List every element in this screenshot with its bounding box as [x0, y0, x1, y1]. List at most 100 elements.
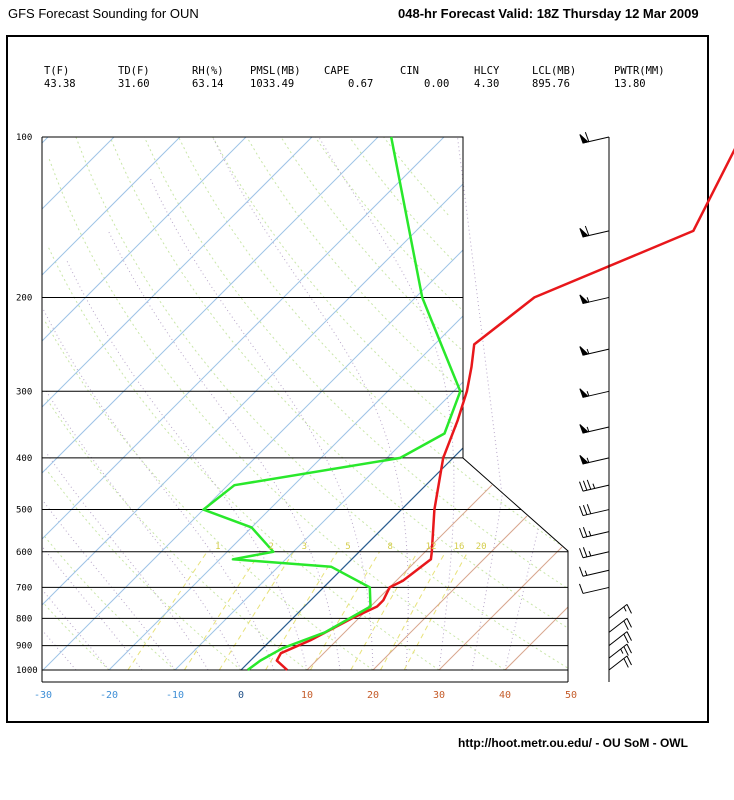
isotherm-line: [41, 136, 181, 276]
stat-label: HLCY: [474, 65, 500, 77]
dry-adiabat-line: [43, 603, 110, 671]
stat-pmsl: PMSL(MB) 1033.49: [250, 65, 301, 90]
dry-adiabat-line: [143, 136, 567, 588]
wind-barb-shaft: [582, 586, 610, 594]
isotherm-line: [174, 381, 464, 671]
dewpoint-trace: [202, 136, 462, 672]
stat-label: LCL(MB): [532, 65, 577, 77]
wind-barb-shaft: [608, 655, 628, 671]
mixing-ratio-line: [127, 551, 208, 671]
stat-label: PWTR(MM): [614, 65, 665, 77]
wind-barb-feather: [623, 633, 629, 644]
wind-barb-half-feather: [588, 530, 592, 536]
mixing-ratio-line: [309, 551, 380, 671]
wind-barb-feather: [584, 131, 590, 142]
temperature-tick-label: 0: [238, 690, 244, 701]
dry-adiabat-line: [280, 136, 462, 350]
temperature-tick-label: 10: [301, 690, 313, 701]
stat-temperature: T(F) 43.38: [44, 65, 76, 90]
wind-barb: [579, 479, 610, 492]
wind-barb: [608, 655, 632, 671]
dry-adiabat-line: [75, 136, 568, 669]
wind-barb-half-feather: [592, 483, 596, 489]
wind-barb-feather: [623, 658, 629, 668]
moist-adiabat-line: [150, 178, 374, 671]
mixing-ratio-label: 8: [388, 542, 393, 552]
stat-lcl: LCL(MB) 895.76: [532, 65, 576, 90]
wind-barb-feather: [623, 646, 629, 656]
dry-adiabat-line: [383, 136, 449, 216]
stat-value: 0.67: [348, 78, 374, 90]
sounding-title: GFS Forecast Sounding for OUN: [8, 6, 199, 21]
stat-dewpoint: TD(F) 31.60: [118, 65, 150, 90]
wind-barb-half-feather: [586, 391, 590, 397]
isotherm-line: [42, 249, 464, 671]
wind-barb-half-feather: [586, 457, 590, 463]
wind-barb-feather: [626, 631, 632, 641]
dry-adiabat-line: [246, 136, 464, 392]
wind-barb-feather: [626, 604, 632, 614]
zero-isotherm-line: [240, 447, 464, 671]
dry-adiabat-line: [348, 136, 453, 261]
dry-adiabat-line: [314, 136, 462, 310]
isotherm-line: [41, 136, 49, 144]
wind-barb-feather: [582, 527, 588, 537]
wind-barb-shaft: [608, 603, 628, 619]
isotherm-line: [41, 136, 445, 540]
wind-barb-feather: [626, 655, 632, 666]
wind-barb-half-feather: [584, 570, 588, 576]
wind-barb-pennant: [579, 346, 589, 356]
temperature-tick-label: -20: [100, 690, 118, 701]
pressure-tick-label: 300: [16, 387, 32, 397]
wind-barb-feather: [579, 583, 584, 594]
isotherm-line: [41, 136, 115, 210]
wind-barb: [608, 631, 632, 647]
wind-barb-feather: [579, 527, 584, 538]
isotherm-line: [41, 136, 379, 474]
mixing-ratio-line: [183, 551, 261, 671]
wind-barb-half-feather: [588, 551, 592, 557]
moist-adiabat-line: [45, 451, 209, 671]
wind-barb-feather: [579, 481, 584, 492]
wind-barb: [579, 527, 610, 539]
wind-barb-feather: [582, 504, 588, 515]
stat-value: 0.00: [424, 78, 450, 90]
wind-barb: [579, 547, 610, 559]
wind-barb-shaft: [608, 631, 628, 647]
wind-barb: [579, 424, 610, 434]
temperature-tick-label: -30: [34, 690, 52, 701]
wind-barb-feather: [582, 547, 588, 558]
stat-value: 13.80: [614, 78, 646, 90]
wind-barb-pennant: [579, 454, 589, 465]
isotherm-line: [504, 606, 569, 671]
wind-barb-half-feather: [620, 648, 624, 654]
wind-barb-shaft: [608, 617, 628, 633]
wind-barb: [579, 346, 610, 356]
footer-credit: http://hoot.metr.ou.edu/ - OU SoM - OWL: [458, 736, 688, 750]
moist-adiabat-line: [42, 547, 143, 671]
moist-adiabat-line: [212, 136, 409, 671]
stat-pwtr: PWTR(MM) 13.80: [614, 65, 665, 90]
wind-barb: [579, 454, 610, 465]
pressure-tick-label: 500: [16, 506, 32, 516]
wind-barb-feather: [584, 225, 590, 236]
moist-adiabat-line: [457, 136, 503, 671]
pressure-tick-label: 600: [16, 548, 32, 558]
wind-barb: [579, 131, 610, 144]
stat-value: 31.60: [118, 78, 150, 90]
wind-barb-feather: [586, 479, 592, 490]
wind-barb: [608, 643, 632, 659]
wind-barb-half-feather: [623, 606, 627, 612]
mixing-ratio-line: [350, 551, 419, 671]
wind-barb-shaft: [582, 509, 610, 517]
temperature-tick-label: 40: [499, 690, 511, 701]
stat-label: T(F): [44, 65, 70, 77]
forecast-valid-time: 048-hr Forecast Valid: 18Z Thursday 12 M…: [398, 6, 699, 21]
wind-barb-pennant: [579, 294, 589, 305]
stat-label: CAPE: [324, 65, 350, 77]
mixing-ratio-line: [265, 551, 338, 671]
stat-cin: CIN 0.00: [400, 65, 449, 90]
wind-barb-half-feather: [586, 426, 590, 432]
isotherm-line: [108, 315, 464, 671]
